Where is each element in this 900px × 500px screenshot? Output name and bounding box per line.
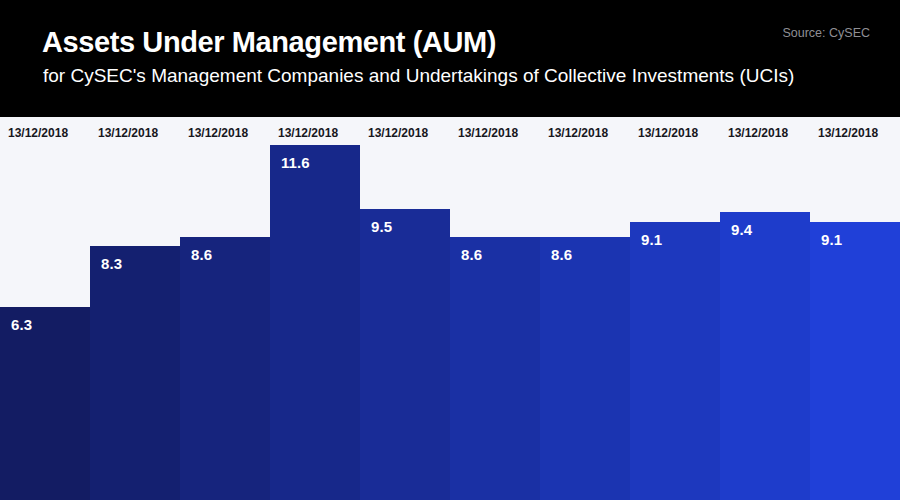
bar-column: 13/12/2018 6.3 bbox=[0, 117, 90, 500]
bar-column: 13/12/2018 8.6 bbox=[540, 117, 630, 500]
category-date-label: 13/12/2018 bbox=[8, 126, 68, 140]
aum-bar: 9.1 bbox=[810, 222, 900, 500]
category-date-label: 13/12/2018 bbox=[818, 126, 878, 140]
aum-bar: 9.5 bbox=[360, 209, 450, 500]
category-date-label: 13/12/2018 bbox=[98, 126, 158, 140]
bar-value-label: 8.3 bbox=[90, 246, 180, 272]
bar-value-label: 8.6 bbox=[540, 237, 630, 263]
source-label: Source: CySEC bbox=[782, 26, 870, 40]
bar-column: 13/12/2018 8.3 bbox=[90, 117, 180, 500]
bar-column: 13/12/2018 9.1 bbox=[630, 117, 720, 500]
bar-chart: 13/12/20186.313/12/20188.313/12/20188.61… bbox=[0, 117, 900, 500]
bar-value-label: 9.1 bbox=[630, 222, 720, 248]
bar-value-label: 8.6 bbox=[450, 237, 540, 263]
bar-value-label: 11.6 bbox=[270, 145, 360, 171]
aum-bar: 9.1 bbox=[630, 222, 720, 500]
bar-value-label: 9.4 bbox=[720, 212, 810, 238]
aum-bar: 6.3 bbox=[0, 307, 90, 500]
bar-value-label: 8.6 bbox=[180, 237, 270, 263]
bar-value-label: 9.5 bbox=[360, 209, 450, 235]
bar-value-label: 6.3 bbox=[0, 307, 90, 333]
aum-bar: 8.3 bbox=[90, 246, 180, 500]
aum-infographic: Source: CySEC Assets Under Management (A… bbox=[0, 0, 900, 500]
bar-value-label: 9.1 bbox=[810, 222, 900, 248]
category-date-label: 13/12/2018 bbox=[278, 126, 338, 140]
category-date-label: 13/12/2018 bbox=[458, 126, 518, 140]
aum-bar: 8.6 bbox=[540, 237, 630, 500]
bar-column: 13/12/2018 8.6 bbox=[450, 117, 540, 500]
aum-bar: 9.4 bbox=[720, 212, 810, 500]
aum-bar: 8.6 bbox=[450, 237, 540, 500]
category-date-label: 13/12/2018 bbox=[188, 126, 248, 140]
page-subtitle: for CySEC's Management Companies and Und… bbox=[43, 64, 900, 88]
category-date-label: 13/12/2018 bbox=[548, 126, 608, 140]
bar-column: 13/12/2018 11.6 bbox=[270, 117, 360, 500]
aum-bar: 11.6 bbox=[270, 145, 360, 500]
bar-column: 13/12/2018 9.4 bbox=[720, 117, 810, 500]
aum-bar: 8.6 bbox=[180, 237, 270, 500]
page-title: Assets Under Management (AUM) bbox=[42, 25, 900, 59]
category-date-label: 13/12/2018 bbox=[728, 126, 788, 140]
bar-column: 13/12/2018 9.5 bbox=[360, 117, 450, 500]
bar-column: 13/12/2018 8.6 bbox=[180, 117, 270, 500]
category-date-label: 13/12/2018 bbox=[368, 126, 428, 140]
bar-column: 13/12/2018 9.1 bbox=[810, 117, 900, 500]
category-date-label: 13/12/2018 bbox=[638, 126, 698, 140]
chart-header: Source: CySEC Assets Under Management (A… bbox=[0, 0, 900, 117]
